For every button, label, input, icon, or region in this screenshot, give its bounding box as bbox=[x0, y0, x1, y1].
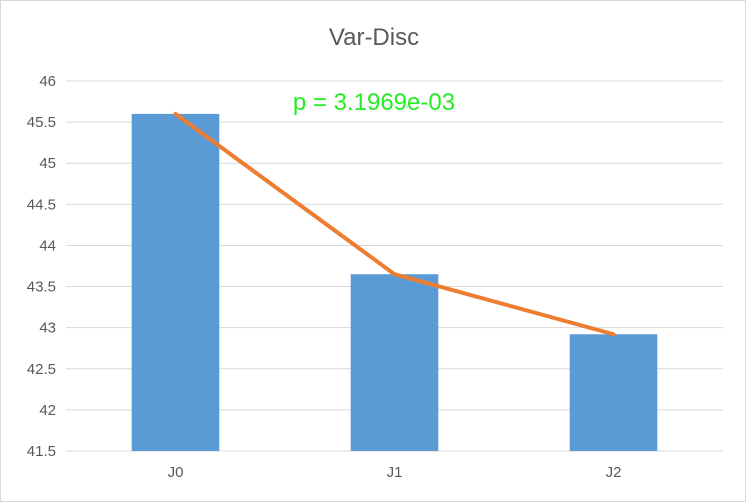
y-tick-label: 44.5 bbox=[27, 196, 56, 213]
x-tick-label: J0 bbox=[168, 464, 184, 481]
y-tick-label: 43 bbox=[39, 320, 56, 337]
y-tick-label: 44 bbox=[39, 237, 56, 254]
y-tick-label: 45.5 bbox=[27, 114, 56, 131]
bars bbox=[131, 113, 658, 451]
bar-j0 bbox=[131, 113, 220, 451]
y-axis-ticks: 41.5 42 42.5 43 43.5 44 44.5 45 45.5 46 bbox=[27, 73, 56, 460]
y-tick-label: 42 bbox=[39, 402, 56, 419]
y-tick-label: 43.5 bbox=[27, 279, 56, 296]
trend-line bbox=[173, 111, 616, 337]
y-tick-label: 45 bbox=[39, 155, 56, 172]
x-tick-label: J2 bbox=[606, 464, 622, 481]
y-tick-label: 42.5 bbox=[27, 361, 56, 378]
bar-j2 bbox=[569, 334, 658, 451]
y-tick-label: 41.5 bbox=[27, 443, 56, 460]
y-tick-label: 46 bbox=[39, 73, 56, 90]
p-value-annotation: p = 3.1969e-03 bbox=[293, 89, 455, 116]
x-tick-label: J1 bbox=[387, 464, 403, 481]
bar-j1 bbox=[350, 274, 439, 451]
chart-title: Var-Disc bbox=[329, 24, 419, 51]
trend-line-group bbox=[173, 111, 616, 337]
x-axis-ticks: J0 J1 J2 bbox=[168, 464, 622, 481]
